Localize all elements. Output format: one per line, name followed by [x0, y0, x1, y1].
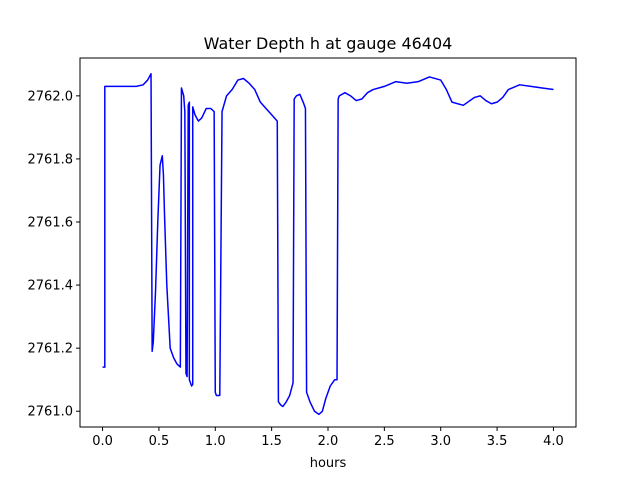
- x-axis-ticks: 0.0 0.5 1.0 1.5 2.0 2.5 3.0 3.5 4.0: [92, 427, 564, 449]
- x-tick-label: 0.0: [92, 434, 113, 449]
- x-tick-label: 2.0: [318, 434, 339, 449]
- y-tick-label: 2761.4: [28, 279, 74, 294]
- plot-area: [102, 73, 554, 416]
- x-tick-label: 4.0: [543, 434, 564, 449]
- x-tick-label: 3.0: [430, 434, 451, 449]
- y-tick-label: 2761.0: [28, 405, 74, 420]
- y-tick-label: 2761.6: [28, 216, 74, 231]
- x-axis-label: hours: [310, 456, 347, 471]
- y-axis-ticks: 2761.0 2761.2 2761.4 2761.6 2761.8 2762.0: [28, 89, 80, 420]
- series-line-0: [102, 73, 554, 416]
- y-tick-label: 2761.2: [28, 342, 74, 357]
- x-tick-label: 2.5: [374, 434, 395, 449]
- y-tick-label: 2761.8: [28, 152, 74, 167]
- x-tick-label: 0.5: [149, 434, 170, 449]
- x-tick-label: 1.5: [261, 434, 282, 449]
- x-tick-label: 3.5: [487, 434, 508, 449]
- x-tick-label: 1.0: [205, 434, 226, 449]
- y-tick-label: 2762.0: [28, 89, 74, 104]
- chart-title: Water Depth h at gauge 46404: [204, 34, 453, 53]
